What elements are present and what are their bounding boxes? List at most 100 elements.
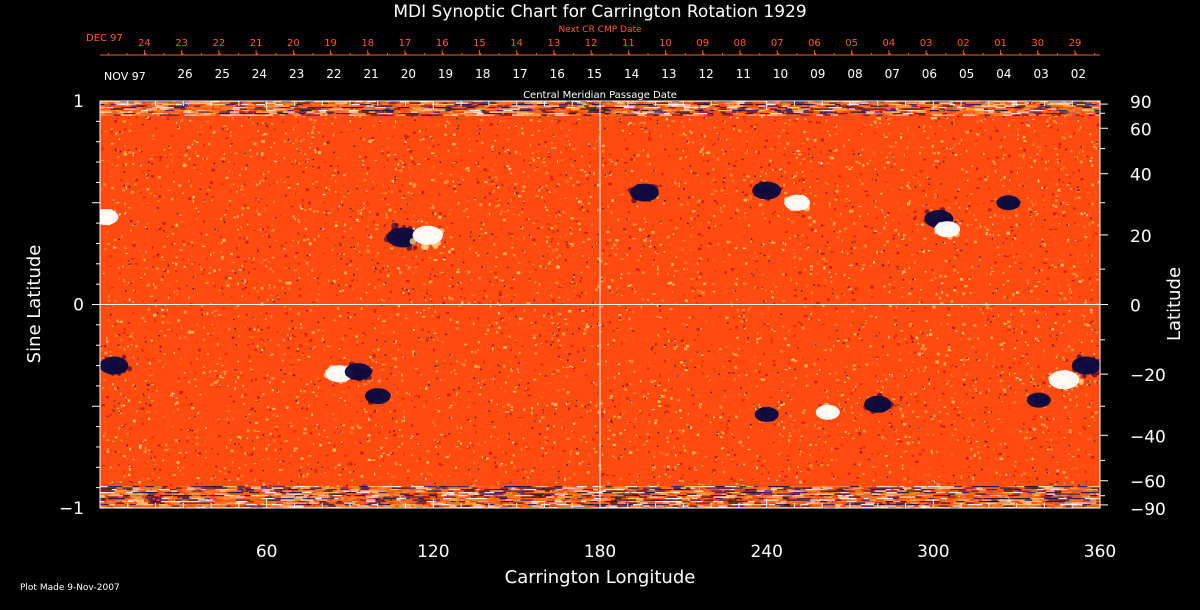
texture-speck (879, 477, 883, 479)
texture-speck (679, 462, 683, 465)
texture-speck (193, 164, 196, 166)
texture-speck (878, 109, 882, 112)
texture-speck (1064, 494, 1069, 497)
texture-speck (755, 385, 758, 387)
texture-speck (293, 269, 297, 272)
texture-speck (1066, 175, 1070, 178)
texture-speck (204, 158, 208, 160)
texture-speck (413, 248, 415, 251)
texture-speck (303, 431, 307, 435)
texture-speck (411, 221, 415, 223)
texture-speck (935, 380, 939, 383)
texture-speck (178, 155, 181, 158)
texture-speck (1056, 353, 1059, 356)
texture-speck (549, 141, 554, 145)
texture-speck (933, 163, 935, 167)
texture-speck (288, 308, 292, 310)
texture-speck (122, 120, 126, 123)
texture-speck (376, 450, 378, 452)
texture-speck (795, 156, 799, 159)
next-cr-tick-label: 10 (659, 38, 672, 49)
texture-speck (425, 135, 428, 138)
texture-speck (918, 251, 922, 253)
texture-speck (758, 203, 763, 207)
texture-speck (859, 485, 861, 487)
texture-speck (684, 261, 688, 264)
texture-speck (1073, 197, 1077, 200)
texture-speck (375, 486, 380, 489)
texture-speck (553, 441, 556, 445)
texture-speck (1054, 321, 1057, 324)
texture-speck (812, 360, 816, 362)
texture-speck (1083, 158, 1086, 161)
texture-speck (1091, 456, 1095, 459)
texture-speck (172, 410, 175, 413)
texture-speck (718, 404, 722, 406)
texture-speck (744, 217, 746, 221)
texture-speck (1015, 377, 1019, 379)
texture-speck (314, 150, 317, 153)
texture-speck (549, 127, 551, 130)
texture-speck (562, 251, 565, 253)
texture-speck (696, 433, 700, 437)
texture-speck (226, 385, 229, 387)
texture-speck (638, 151, 642, 153)
next-cr-tick-label: 06 (808, 38, 821, 49)
texture-speck (894, 404, 897, 407)
texture-speck (426, 450, 430, 453)
texture-speck (955, 355, 958, 357)
texture-speck (1031, 367, 1033, 371)
texture-speck (1080, 313, 1085, 317)
texture-speck (259, 281, 262, 283)
texture-speck (645, 180, 648, 182)
texture-speck (710, 193, 715, 195)
texture-speck (261, 122, 264, 124)
texture-speck (242, 385, 244, 387)
texture-speck (117, 219, 119, 221)
texture-speck (754, 121, 757, 123)
texture-speck (1054, 483, 1057, 486)
texture-speck (429, 207, 432, 209)
texture-speck (726, 423, 728, 425)
texture-speck (1002, 342, 1006, 344)
texture-speck (979, 391, 982, 395)
texture-speck (844, 205, 848, 208)
texture-speck (782, 435, 784, 438)
texture-speck (787, 161, 791, 165)
texture-speck (1076, 256, 1080, 258)
texture-speck (1068, 302, 1071, 305)
texture-speck (506, 149, 510, 151)
texture-speck (333, 431, 336, 434)
texture-speck (762, 468, 765, 472)
texture-speck (175, 223, 178, 227)
texture-speck (1068, 444, 1072, 446)
texture-speck (919, 184, 921, 186)
texture-speck (636, 268, 641, 272)
texture-speck (801, 214, 806, 218)
texture-speck (678, 182, 680, 185)
texture-speck (1023, 505, 1027, 508)
texture-speck (230, 253, 233, 255)
texture-speck (388, 294, 391, 298)
texture-speck (624, 388, 627, 391)
texture-speck (255, 378, 257, 381)
texture-speck (150, 464, 152, 467)
texture-speck (319, 473, 323, 476)
texture-speck (122, 189, 125, 192)
texture-speck (476, 177, 478, 180)
texture-speck (268, 260, 271, 263)
texture-speck (142, 300, 144, 303)
texture-speck (586, 357, 588, 360)
texture-speck (364, 411, 368, 413)
texture-speck (371, 187, 375, 190)
texture-speck (244, 326, 246, 329)
next-cr-tick-label: 30 (1031, 38, 1044, 49)
texture-speck (674, 198, 677, 200)
texture-speck (908, 499, 910, 501)
texture-speck (109, 254, 113, 258)
texture-speck (141, 422, 144, 426)
texture-speck (304, 227, 308, 231)
texture-speck (727, 451, 730, 454)
texture-speck (315, 181, 318, 183)
texture-speck (238, 268, 242, 271)
